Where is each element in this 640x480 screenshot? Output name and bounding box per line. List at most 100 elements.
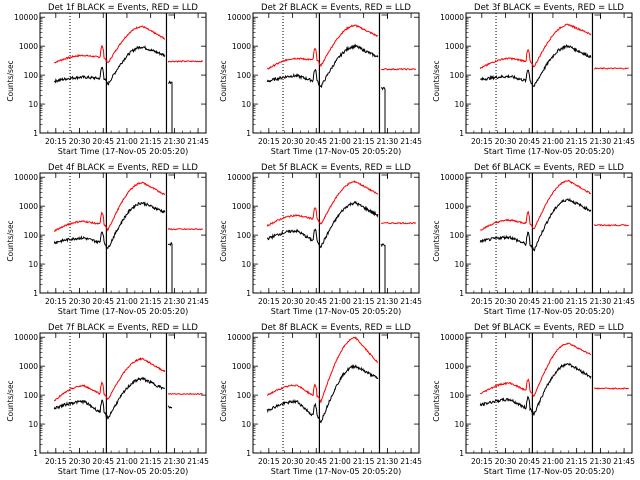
lld-series-line (480, 179, 592, 231)
x-tick-label: 20:45 (92, 297, 114, 306)
marker-bracket (168, 334, 175, 339)
detector-panel-4: Det 4f BLACK = Events, RED = LLD 1 10 100 10… (6, 163, 209, 316)
x-tick-label: 20:45 (518, 457, 540, 466)
panel-title: Det 7f BLACK = Events, RED = LLD (48, 323, 198, 333)
x-axis-label: Start Time (17-Nov-05 20:05:20) (484, 467, 614, 476)
x-tick-label: 20:30 (495, 297, 517, 306)
detector-panel-1: Det 1f BLACK = Events, RED = LLD 1 10 100 10… (6, 3, 209, 156)
x-axis-label: Start Time (17-Nov-05 20:05:20) (271, 467, 401, 476)
y-tick-label: 10 (241, 260, 251, 269)
x-tick-label: 20:30 (69, 457, 91, 466)
x-tick-label: 21:00 (542, 457, 564, 466)
x-tick-label: 21:30 (377, 457, 399, 466)
y-tick-label: 10 (241, 100, 251, 109)
x-tick-label: 20:15 (258, 297, 280, 306)
y-tick-label: 10000 (440, 333, 464, 342)
x-tick-label: 20:45 (92, 137, 114, 146)
panel-title: Det 1f BLACK = Events, RED = LLD (48, 3, 198, 13)
plot-frame (252, 172, 420, 294)
x-tick-label: 20:15 (45, 457, 67, 466)
y-tick-label: 1 (246, 129, 251, 138)
marker-bracket (168, 14, 175, 19)
plot-frame (39, 332, 207, 454)
x-tick-label: 21:45 (400, 457, 422, 466)
plot-frame (465, 12, 633, 134)
y-axis-label: Counts/sec (219, 220, 228, 261)
events-series-line (479, 197, 592, 252)
x-tick-label: 20:15 (258, 137, 280, 146)
y-axis-label: Counts/sec (219, 60, 228, 101)
x-tick-label: 20:15 (45, 297, 67, 306)
x-tick-label: 21:00 (329, 137, 351, 146)
panel-title: Det 8f BLACK = Events, RED = LLD (261, 323, 411, 333)
x-axis-label: Start Time (17-Nov-05 20:05:20) (271, 147, 401, 156)
x-tick-label: 21:15 (353, 457, 375, 466)
y-tick-label: 10 (454, 420, 464, 429)
marker-bracket (381, 174, 388, 179)
events-series-line (266, 364, 379, 424)
marker-bracket (168, 174, 175, 179)
events-series-tail (168, 80, 173, 133)
y-tick-label: 1 (459, 449, 464, 458)
y-tick-label: 1000 (19, 202, 38, 211)
x-tick-label: 21:30 (590, 297, 612, 306)
x-tick-label: 21:15 (353, 137, 375, 146)
lld-series-line (266, 336, 378, 404)
x-tick-label: 21:15 (566, 457, 588, 466)
y-tick-label: 1 (33, 449, 38, 458)
y-tick-label: 10 (28, 100, 38, 109)
x-tick-label: 20:45 (92, 457, 114, 466)
x-tick-label: 20:30 (282, 457, 304, 466)
lld-series-line (53, 181, 166, 233)
x-tick-label: 21:30 (590, 457, 612, 466)
y-tick-label: 100 (237, 71, 252, 80)
marker-bracket (594, 14, 601, 19)
y-axis-label: Counts/sec (6, 220, 15, 261)
detector-panel-3: Det 3f BLACK = Events, RED = LLD 1 10 100 10… (432, 3, 635, 156)
x-tick-label: 21:00 (329, 457, 351, 466)
x-tick-label: 20:30 (282, 137, 304, 146)
x-tick-label: 20:15 (45, 137, 67, 146)
plot-frame (465, 332, 633, 454)
y-tick-label: 1000 (445, 362, 464, 371)
y-tick-label: 10000 (227, 173, 251, 182)
lld-series-tail (593, 223, 629, 227)
y-tick-label: 10000 (440, 13, 464, 22)
y-tick-label: 10000 (14, 173, 38, 182)
x-tick-label: 20:30 (495, 137, 517, 146)
panel-title: Det 2f BLACK = Events, RED = LLD (261, 3, 411, 13)
x-tick-label: 21:00 (116, 297, 138, 306)
x-tick-label: 21:45 (400, 137, 422, 146)
y-tick-label: 10 (241, 420, 251, 429)
events-series-tail (380, 87, 386, 133)
x-tick-label: 20:15 (471, 297, 493, 306)
y-tick-label: 10 (28, 420, 38, 429)
x-tick-label: 21:15 (140, 297, 162, 306)
x-tick-label: 21:30 (377, 137, 399, 146)
lld-series-line (53, 357, 166, 402)
panel-title: Det 6f BLACK = Events, RED = LLD (474, 163, 624, 173)
panel-title: Det 4f BLACK = Events, RED = LLD (48, 163, 198, 173)
marker-bracket (594, 174, 601, 179)
x-tick-label: 21:00 (116, 137, 138, 146)
y-tick-label: 1 (459, 289, 464, 298)
lld-series-line (480, 342, 592, 397)
detector-panel-6: Det 6f BLACK = Events, RED = LLD 1 10 100 10… (432, 163, 635, 316)
lld-series-line (267, 24, 378, 70)
x-tick-label: 20:45 (518, 297, 540, 306)
y-tick-label: 100 (24, 71, 39, 80)
x-tick-label: 20:15 (471, 137, 493, 146)
x-tick-label: 21:15 (353, 297, 375, 306)
y-tick-label: 100 (450, 71, 465, 80)
x-tick-label: 21:30 (377, 297, 399, 306)
panel-title: Det 9f BLACK = Events, RED = LLD (474, 323, 624, 333)
events-series-line (479, 362, 592, 416)
lld-series-tail (594, 387, 630, 390)
x-tick-label: 21:00 (542, 297, 564, 306)
y-tick-label: 1000 (445, 202, 464, 211)
detector-panel-9: Det 9f BLACK = Events, RED = LLD 1 10 100 10… (432, 323, 635, 476)
x-tick-label: 20:30 (69, 137, 91, 146)
y-tick-label: 10000 (227, 333, 251, 342)
lld-series-tail (167, 392, 203, 396)
